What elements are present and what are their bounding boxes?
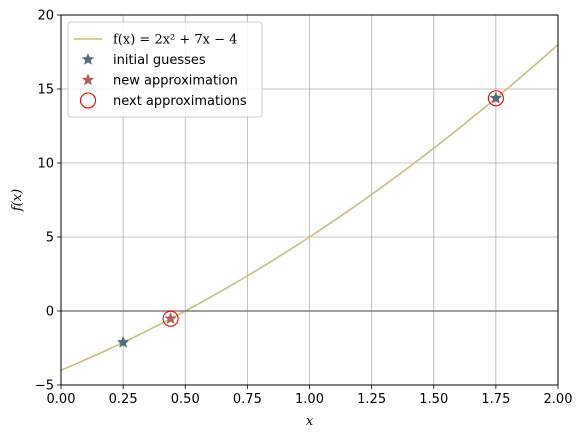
legend-label: new approximation — [113, 74, 238, 89]
ticks: 0.00 0.25 0.50 0.75 1.00 1.25 1.50 1.75 2.00 −5 0 5… — [35, 9, 573, 408]
legend-label: initial guesses — [113, 53, 206, 68]
legend: f(x) = 2x² + 7x − 4 initial guesses new ap… — [67, 21, 263, 118]
legend-label: f(x) = 2x² + 7x − 4 — [113, 33, 237, 48]
y-axis-label: f(x) — [10, 189, 25, 212]
next-approximation-circle — [162, 310, 179, 327]
x-tick-label: 0.50 — [171, 392, 200, 407]
x-tick-label: 1.00 — [295, 392, 324, 407]
legend-star-swatch — [81, 73, 95, 86]
legend-star-swatch — [81, 52, 95, 65]
next-approximation-circle — [487, 90, 504, 107]
legend-box — [67, 21, 263, 118]
y-tick-label: 15 — [37, 83, 54, 98]
legend-circle-swatch — [79, 92, 97, 109]
x-tick-label: 2.00 — [544, 392, 573, 407]
x-tick-label: 1.50 — [419, 392, 448, 407]
curve-layer — [60, 44, 559, 371]
y-tick-label: 10 — [37, 157, 54, 172]
y-tick-label: 0 — [46, 305, 54, 320]
y-tick-label: 5 — [46, 231, 54, 246]
legend-label: next approximations — [113, 94, 247, 109]
points-layer — [116, 90, 504, 348]
x-tick-label: 1.75 — [481, 392, 510, 407]
y-tick-label: −5 — [35, 379, 54, 394]
x-tick-label: 1.25 — [357, 392, 386, 407]
initial-guess-star — [489, 91, 503, 104]
x-tick-label: 0.75 — [233, 392, 262, 407]
new-approximation-star — [164, 312, 177, 325]
x-tick-label: 0.00 — [47, 392, 76, 407]
initial-guess-star — [116, 335, 130, 348]
x-tick-label: 0.25 — [109, 392, 138, 407]
y-tick-label: 20 — [37, 9, 54, 24]
x-axis-label: x — [306, 414, 314, 429]
function-curve — [60, 44, 559, 371]
